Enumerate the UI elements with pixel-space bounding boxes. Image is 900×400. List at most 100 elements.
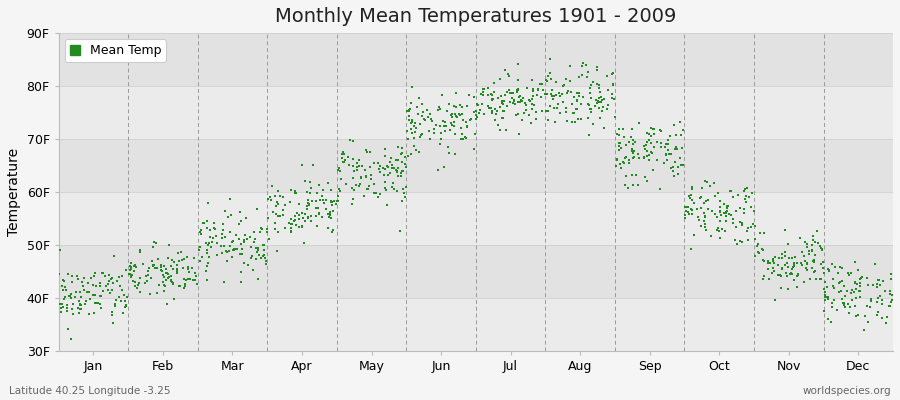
Point [76,283,91,290]
Point [567,93,581,100]
Point [180,254,194,260]
Point [653,127,668,134]
Point [226,246,240,253]
Point [838,293,852,299]
Point [325,199,339,206]
Point [597,125,611,131]
Point [363,164,377,171]
Point [717,201,732,208]
Bar [58,33,893,86]
Point [639,142,653,149]
Point [714,212,728,219]
Point [760,266,775,272]
Point [826,297,841,303]
Point [513,92,527,99]
Point [320,211,335,218]
Point [381,164,395,170]
Point [607,96,621,102]
Point [300,189,314,196]
Point [200,218,214,224]
Point [866,282,880,288]
Point [526,77,540,84]
Point [780,260,795,266]
Point [147,239,161,245]
Point [276,212,291,218]
Point [536,80,550,87]
Point [822,266,836,273]
Point [685,184,699,190]
Point [172,283,186,289]
Point [661,141,675,147]
Point [531,87,545,94]
Point [264,197,278,203]
Point [401,113,416,120]
Point [562,78,577,84]
Point [117,298,131,304]
Point [836,282,850,289]
Point [674,162,688,168]
Point [190,281,204,287]
Point [234,218,248,225]
Point [834,277,849,284]
Point [86,292,100,298]
Point [108,300,122,307]
Point [592,82,607,88]
Point [613,161,627,167]
Point [193,258,207,264]
Point [105,287,120,293]
Point [158,288,172,294]
Point [697,218,711,224]
Point [757,230,771,236]
Point [412,149,427,155]
Point [227,246,241,252]
Point [724,212,738,218]
Point [664,165,679,171]
Point [178,283,193,289]
Point [552,89,566,96]
Point [58,284,72,290]
Point [323,210,338,216]
Point [694,205,708,211]
Point [473,90,488,97]
Point [753,230,768,236]
Point [699,227,714,233]
Point [202,227,217,233]
Point [658,140,672,147]
Point [454,111,469,117]
Point [527,102,542,108]
Point [768,254,782,260]
Point [362,182,376,189]
Point [844,290,859,296]
Point [122,267,137,274]
Point [55,301,69,308]
Point [258,261,273,267]
Point [506,90,520,96]
Point [868,260,883,267]
Point [58,294,73,300]
Point [123,271,138,277]
Point [687,232,701,238]
Point [798,239,813,246]
Point [253,228,267,235]
Point [681,211,696,217]
Point [373,169,387,176]
Point [218,234,232,240]
Point [64,291,78,297]
Point [860,282,875,288]
Point [189,273,203,279]
Point [414,132,428,138]
Point [684,246,698,252]
Point [396,168,410,174]
Point [805,265,819,271]
Point [737,210,751,216]
Point [401,107,416,114]
Point [785,271,799,278]
Point [698,214,712,221]
Point [808,239,823,245]
Point [768,260,782,266]
Point [210,240,224,246]
Point [684,206,698,212]
Point [650,139,664,145]
Point [166,296,181,302]
Point [719,217,733,224]
